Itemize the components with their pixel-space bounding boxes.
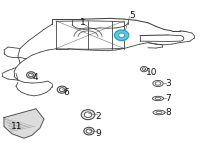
Ellipse shape bbox=[155, 97, 161, 100]
Circle shape bbox=[119, 33, 125, 37]
Circle shape bbox=[142, 68, 146, 70]
Circle shape bbox=[81, 110, 95, 120]
Circle shape bbox=[84, 127, 94, 135]
Text: 11: 11 bbox=[11, 122, 23, 131]
Circle shape bbox=[86, 129, 92, 133]
Circle shape bbox=[27, 72, 35, 78]
Text: 9: 9 bbox=[95, 128, 101, 138]
Text: 4: 4 bbox=[32, 73, 38, 82]
Circle shape bbox=[57, 86, 67, 93]
Text: 2: 2 bbox=[95, 112, 101, 121]
Text: 7: 7 bbox=[165, 94, 171, 103]
Ellipse shape bbox=[153, 110, 165, 115]
Text: 3: 3 bbox=[165, 79, 171, 88]
Circle shape bbox=[29, 73, 33, 77]
Circle shape bbox=[140, 66, 148, 72]
Circle shape bbox=[59, 88, 65, 92]
Circle shape bbox=[84, 112, 92, 117]
Polygon shape bbox=[4, 109, 44, 138]
Ellipse shape bbox=[155, 82, 161, 85]
Circle shape bbox=[114, 30, 129, 41]
Text: 8: 8 bbox=[165, 108, 171, 117]
Text: 5: 5 bbox=[129, 11, 135, 20]
Ellipse shape bbox=[153, 80, 163, 87]
Ellipse shape bbox=[152, 96, 164, 101]
Text: 1: 1 bbox=[80, 18, 86, 27]
Ellipse shape bbox=[156, 111, 162, 114]
Text: 6: 6 bbox=[63, 88, 69, 97]
Text: 10: 10 bbox=[146, 67, 158, 77]
